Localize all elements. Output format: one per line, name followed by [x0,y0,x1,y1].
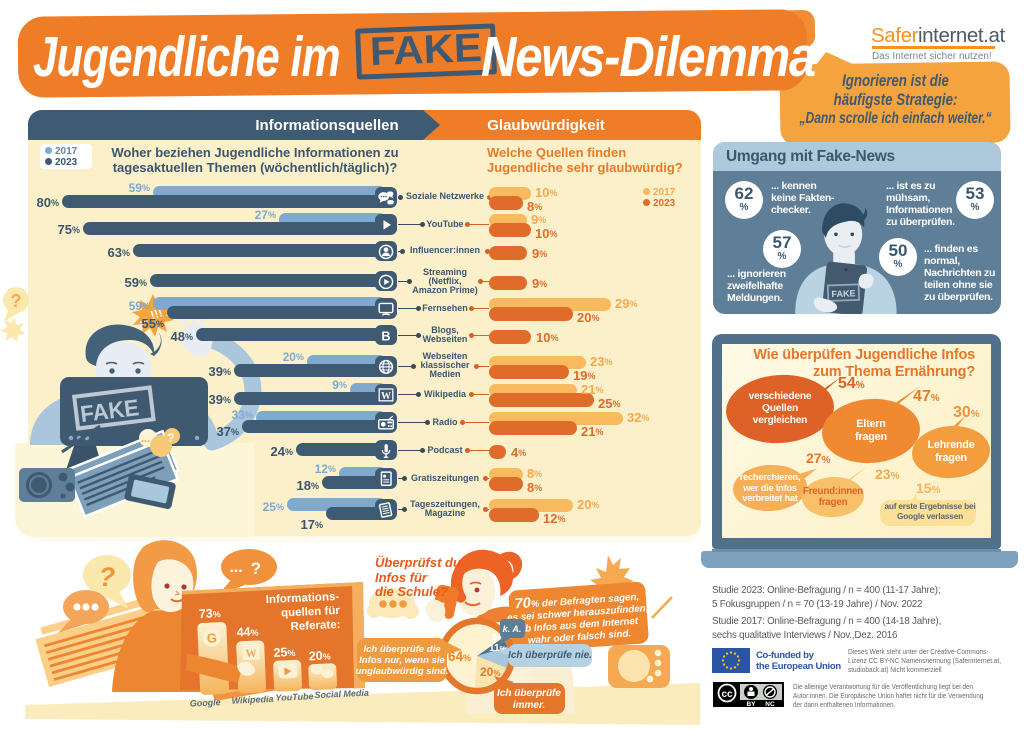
svg-text:25%: 25% [273,645,296,660]
svg-text:64%: 64% [448,649,471,664]
svg-text:20%: 20% [308,648,331,663]
svg-text:Social Media: Social Media [314,688,369,700]
svg-text:...: ... [229,559,242,576]
svg-text:B: B [381,328,390,343]
svg-text:Google: Google [189,697,220,708]
svg-text:W: W [381,391,391,402]
svg-text:Ich überprüfe: Ich überprüfe [497,688,561,699]
svg-text:Infos nur, wenn sie: Infos nur, wenn sie [359,655,445,666]
svg-text:quellen für: quellen für [281,605,341,620]
svg-text:immer.: immer. [513,700,545,711]
svg-text:Wikipedia: Wikipedia [231,694,273,706]
svg-text:Ich überprüfe die: Ich überprüfe die [363,644,441,655]
svg-text:NC: NC [765,701,775,707]
svg-text:FAKE: FAKE [831,288,855,299]
svg-text:?: ? [251,559,261,578]
svg-text:unglaubwürdig sind.: unglaubwürdig sind. [356,666,449,677]
svg-text:44%: 44% [236,624,259,639]
svg-text:G: G [206,630,217,645]
svg-text:BY: BY [746,701,756,707]
svg-text:...: ... [141,433,150,445]
svg-text:k. A.: k. A. [503,624,522,634]
svg-text:11%: 11% [489,643,507,654]
svg-text:Referate:: Referate: [290,619,340,633]
svg-text:?: ? [167,431,174,445]
svg-text:Ich überprüfe nie.: Ich überprüfe nie. [508,650,592,661]
svg-text:?: ? [99,562,116,592]
svg-text:20%: 20% [480,665,500,679]
svg-text:W: W [245,648,257,660]
svg-text:?: ? [11,291,22,311]
svg-text:cc: cc [721,689,733,700]
svg-text:Informations-: Informations- [266,591,340,606]
svg-text:73%: 73% [198,606,221,621]
svg-text:YouTube: YouTube [275,691,313,703]
svg-text:5%: 5% [492,632,503,642]
